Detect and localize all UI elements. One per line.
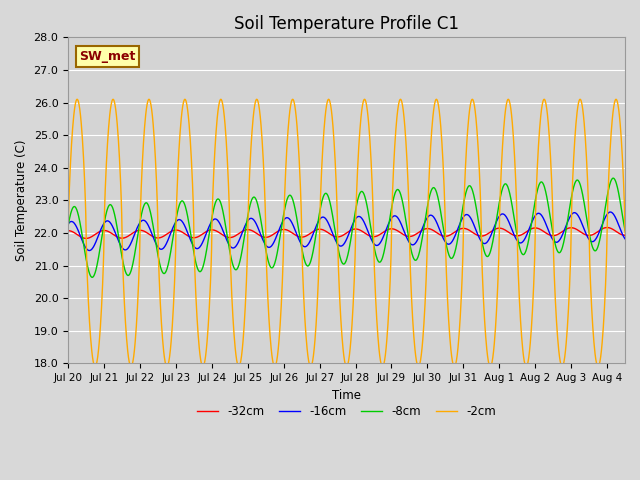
-32cm [621, 232, 629, 238]
-2cm [74, 96, 81, 102]
-16cm [621, 236, 629, 241]
-8cm [164, 260, 172, 266]
-32cm [64, 228, 72, 234]
-32cm [486, 229, 493, 235]
-8cm [486, 251, 493, 256]
-2cm [621, 230, 629, 236]
-8cm [64, 223, 72, 228]
-8cm [609, 175, 617, 181]
-8cm [276, 236, 284, 241]
X-axis label: Time: Time [332, 389, 361, 402]
Line: -16cm: -16cm [68, 212, 625, 251]
-32cm [175, 228, 183, 233]
-32cm [603, 225, 611, 230]
-32cm [276, 228, 284, 233]
-16cm [276, 225, 284, 231]
-8cm [225, 245, 233, 251]
Line: -2cm: -2cm [68, 99, 625, 367]
-32cm [548, 233, 556, 239]
-2cm [486, 364, 494, 370]
-8cm [175, 203, 183, 209]
-32cm [83, 236, 90, 241]
-16cm [86, 248, 93, 253]
-2cm [92, 364, 99, 370]
-16cm [64, 221, 72, 227]
Line: -8cm: -8cm [68, 178, 625, 277]
-16cm [548, 235, 556, 240]
-2cm [165, 359, 173, 364]
-2cm [548, 186, 556, 192]
-16cm [607, 209, 614, 215]
-2cm [226, 215, 234, 220]
Y-axis label: Soil Temperature (C): Soil Temperature (C) [15, 140, 28, 261]
Line: -32cm: -32cm [68, 228, 625, 239]
-32cm [164, 230, 172, 236]
Text: SW_met: SW_met [79, 50, 136, 63]
-16cm [164, 236, 172, 241]
-16cm [225, 242, 233, 248]
-32cm [225, 235, 233, 240]
-2cm [276, 323, 284, 328]
-8cm [88, 275, 96, 280]
Legend: -32cm, -16cm, -8cm, -2cm: -32cm, -16cm, -8cm, -2cm [193, 400, 501, 423]
-2cm [64, 230, 72, 236]
-8cm [548, 223, 556, 228]
-8cm [621, 228, 629, 233]
-2cm [175, 140, 183, 146]
Title: Soil Temperature Profile C1: Soil Temperature Profile C1 [234, 15, 459, 33]
-16cm [175, 217, 183, 223]
-16cm [486, 235, 493, 240]
